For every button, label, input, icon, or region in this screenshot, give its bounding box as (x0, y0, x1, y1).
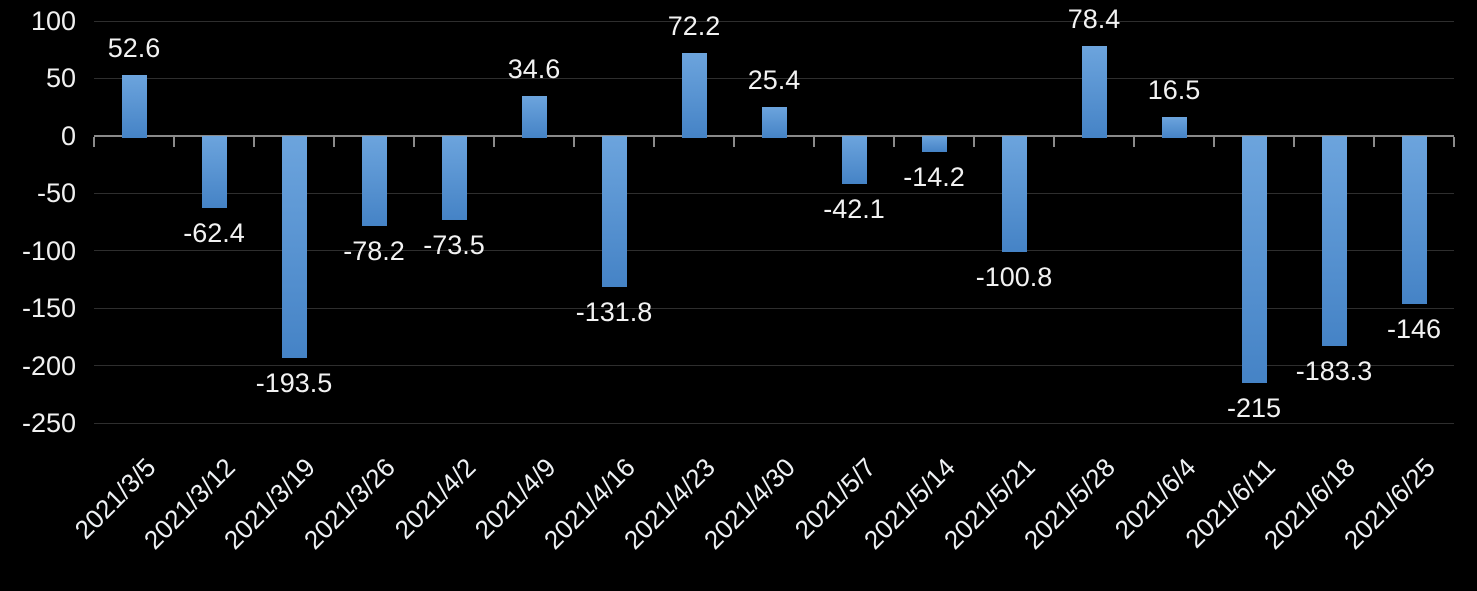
bar (521, 96, 547, 138)
bar-value-label: -215 (1226, 392, 1282, 423)
axis-tick-mark (1213, 136, 1215, 147)
bar (121, 75, 147, 138)
gridline (94, 192, 1454, 194)
gridline (94, 422, 1454, 424)
axis-tick-mark (893, 136, 895, 147)
bar (1241, 135, 1267, 383)
bar (921, 135, 947, 153)
bar-value-label: -62.4 (183, 217, 245, 248)
bar-value-label: 52.6 (107, 33, 161, 64)
axis-tick-mark (1133, 136, 1135, 147)
bar-value-label: 16.5 (1147, 74, 1201, 105)
y-axis-tick-label: -250 (21, 408, 76, 438)
bar (601, 135, 627, 288)
bar-value-label: -14.2 (903, 162, 965, 193)
bar-value-label: -146 (1386, 313, 1442, 344)
bar (441, 135, 467, 221)
bar (1161, 116, 1187, 138)
bar-value-label: -42.1 (823, 194, 885, 225)
y-axis-tick-label: 0 (60, 120, 76, 151)
axis-tick-mark (813, 136, 815, 147)
axis-tick-mark (413, 136, 415, 147)
bar-value-label: 34.6 (507, 54, 561, 85)
axis-tick-mark (253, 136, 255, 147)
bar-value-label: -73.5 (423, 230, 485, 261)
gridline (94, 365, 1454, 367)
bar-value-label: 72.2 (667, 10, 721, 41)
axis-tick-mark (573, 136, 575, 147)
bar (841, 135, 867, 185)
bar (1001, 135, 1027, 252)
axis-tick-mark (973, 136, 975, 147)
axis-tick-mark (1373, 136, 1375, 147)
axis-tick-mark (93, 136, 95, 147)
bar-value-label: -100.8 (975, 261, 1053, 292)
y-axis-tick-label: -100 (21, 235, 76, 266)
bar (281, 135, 307, 359)
gridline (94, 307, 1454, 309)
bar (361, 135, 387, 226)
axis-tick-mark (333, 136, 335, 147)
axis-tick-mark (733, 136, 735, 147)
y-axis-tick-label: -150 (21, 293, 76, 324)
gridline (94, 77, 1454, 79)
bar-value-label: -78.2 (343, 235, 405, 266)
bar-value-label: -183.3 (1295, 356, 1373, 387)
gridline (94, 250, 1454, 252)
bar (201, 135, 227, 208)
y-axis-tick-label: -50 (36, 178, 76, 209)
axis-tick-mark (173, 136, 175, 147)
bar (1081, 45, 1107, 138)
bar (761, 106, 787, 138)
gridline (94, 20, 1454, 22)
axis-tick-mark (493, 136, 495, 147)
axis-tick-mark (1053, 136, 1055, 147)
bar (1401, 135, 1427, 304)
axis-tick-mark (1453, 136, 1455, 147)
y-axis-tick-label: 100 (30, 6, 76, 36)
bar (1321, 135, 1347, 347)
bar-value-label: -193.5 (255, 368, 333, 399)
axis-tick-mark (653, 136, 655, 147)
bar (681, 52, 707, 138)
axis-tick-mark (1293, 136, 1295, 147)
y-axis-tick-label: 50 (45, 63, 76, 94)
bar-value-label: -131.8 (575, 297, 653, 328)
bar-value-label: 78.4 (1067, 3, 1121, 34)
y-axis-tick-label: -200 (21, 350, 76, 381)
x-axis-label: 2021/4/2 (388, 452, 482, 545)
bar-value-label: 25.4 (747, 64, 801, 95)
